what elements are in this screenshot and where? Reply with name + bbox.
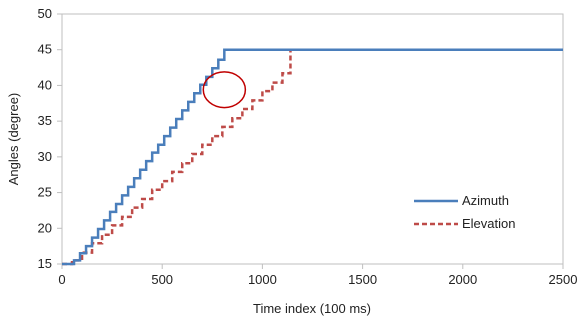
x-axis-title: Time index (100 ms) <box>253 301 371 316</box>
plot-area <box>61 13 564 265</box>
x-tick-label: 1500 <box>348 272 377 287</box>
x-tick-label: 2500 <box>549 272 578 287</box>
y-tick-label: 30 <box>38 149 52 164</box>
y-tick-label: 15 <box>38 256 52 271</box>
annotation-layer <box>202 71 247 109</box>
y-tick-label: 20 <box>38 220 52 235</box>
legend: Azimuth Elevation <box>414 193 515 231</box>
legend-label-azimuth: Azimuth <box>462 193 509 208</box>
series-line-elevation <box>62 48 563 266</box>
y-tick-label: 25 <box>38 185 52 200</box>
highlight-ellipse <box>202 71 247 109</box>
x-axis: 0 500 1000 1500 2000 2500 <box>58 264 577 287</box>
y-tick-label: 35 <box>38 113 52 128</box>
y-tick-label: 45 <box>38 42 52 57</box>
y-tick-label: 50 <box>38 6 52 21</box>
series-line-azimuth <box>62 48 563 266</box>
legend-label-elevation: Elevation <box>462 216 515 231</box>
series-layer <box>62 48 563 266</box>
x-tick-label: 500 <box>151 272 173 287</box>
x-tick-label: 2000 <box>448 272 477 287</box>
y-tick-label: 40 <box>38 77 52 92</box>
x-tick-label: 0 <box>58 272 65 287</box>
y-axis-title: Angles (degree) <box>6 93 21 186</box>
x-tick-label: 1000 <box>248 272 277 287</box>
y-axis: 15 20 25 30 35 40 45 50 <box>38 6 62 271</box>
